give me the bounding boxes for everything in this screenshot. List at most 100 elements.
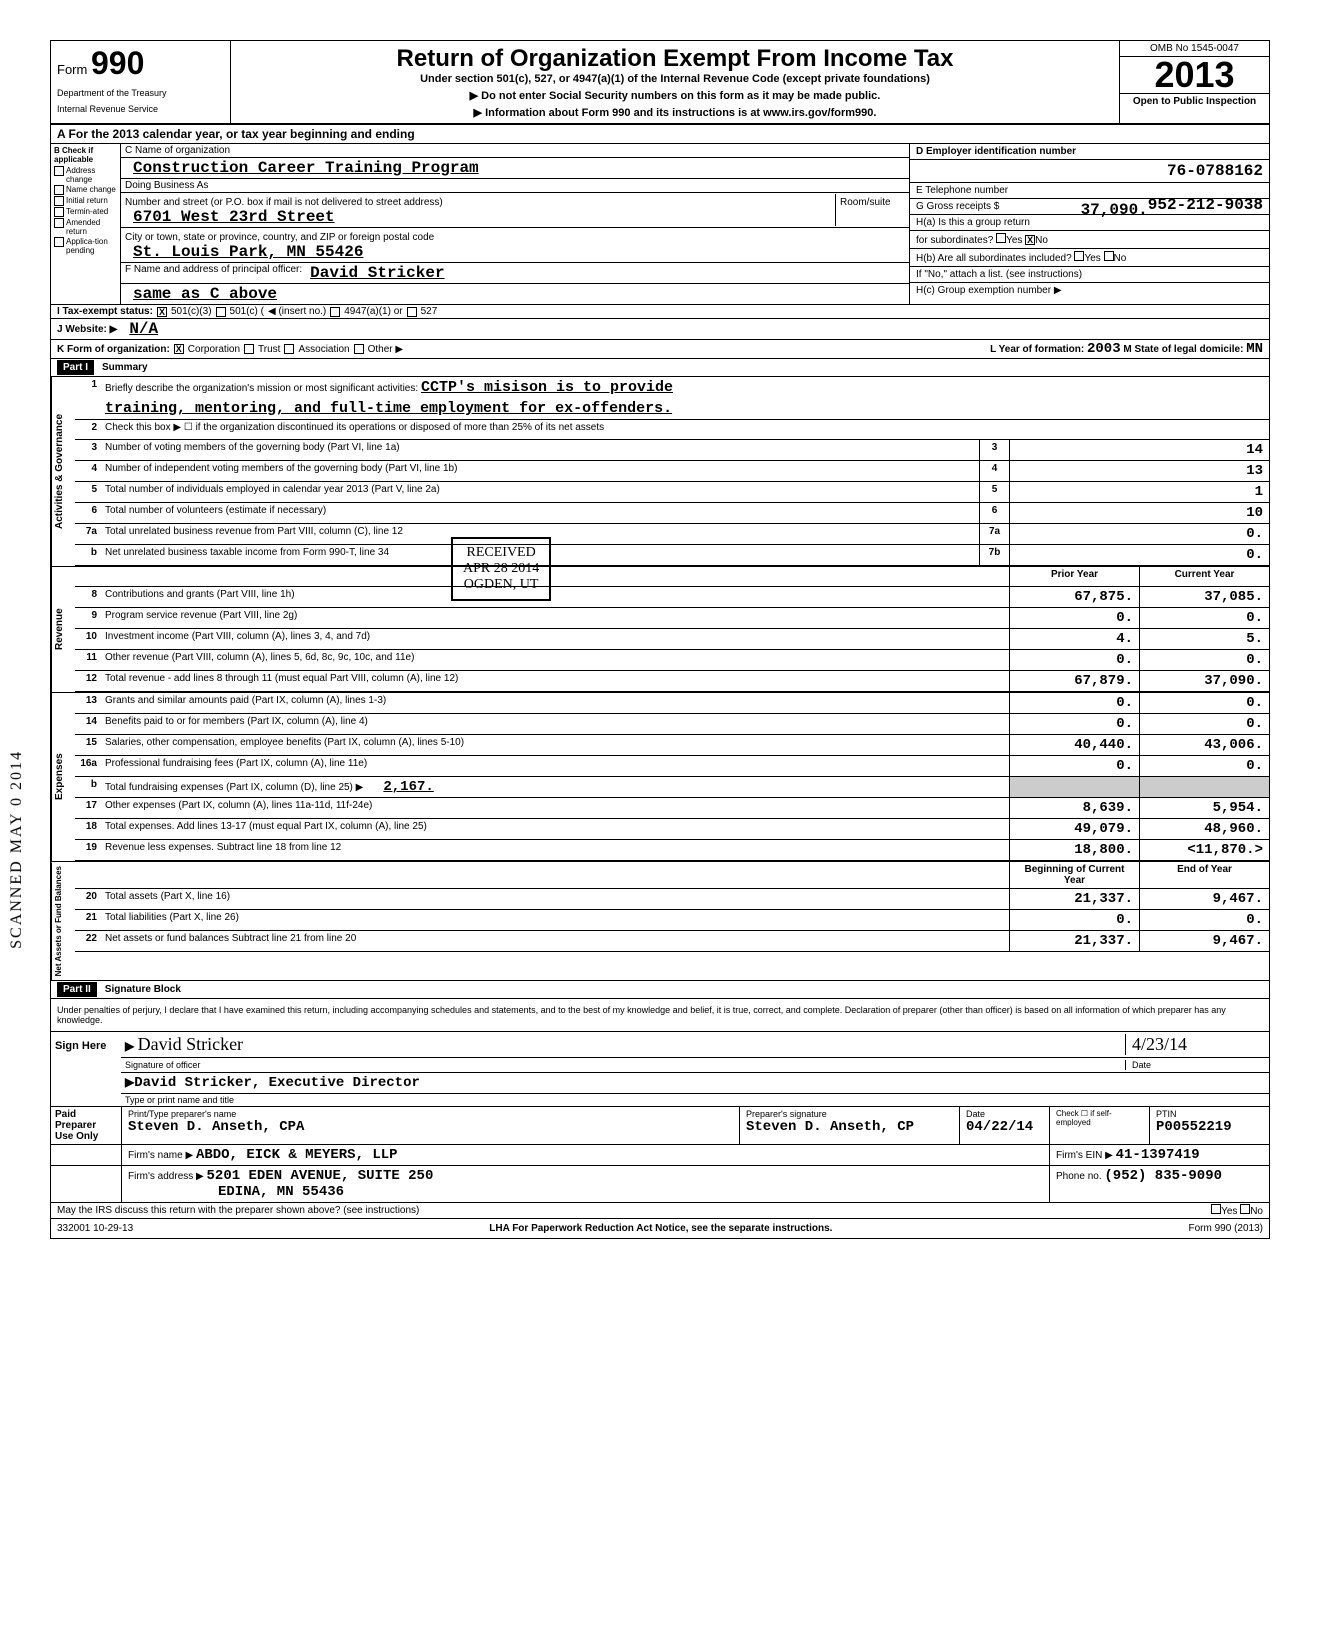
- paid-preparer-label: Paid Preparer Use Only: [51, 1107, 121, 1144]
- part1-header: Part I: [57, 360, 94, 375]
- governance-block: Activities & Governance 1 Briefly descri…: [51, 377, 1269, 567]
- l1-label: Briefly describe the organization's miss…: [105, 383, 418, 394]
- discuss-yes[interactable]: [1211, 1204, 1221, 1214]
- form-title: Return of Organization Exempt From Incom…: [239, 45, 1111, 73]
- h-note: If "No," attach a list. (see instruction…: [910, 267, 1269, 283]
- signature-of-officer-label: Signature of officer: [125, 1060, 1125, 1070]
- city-label: City or town, state or province, country…: [125, 232, 434, 243]
- chk-terminated[interactable]: Termin-ated: [54, 207, 117, 217]
- tab-revenue: Revenue: [51, 567, 75, 692]
- chk-501c3[interactable]: X: [157, 307, 167, 317]
- exp-row-b: b Total fundraising expenses (Part IX, c…: [75, 777, 1269, 798]
- firm-address-1: 5201 EDEN AVENUE, SUITE 250: [207, 1168, 434, 1184]
- irs-label: Internal Revenue Service: [57, 104, 224, 114]
- ha-yes[interactable]: [996, 233, 1006, 243]
- officer-label: F Name and address of principal officer:: [125, 264, 302, 282]
- chk-other[interactable]: [354, 344, 364, 354]
- col-b-checkboxes: B Check if applicable Address change Nam…: [51, 144, 121, 304]
- part1-title: Summary: [102, 362, 148, 373]
- officer-signature: David Stricker: [138, 1034, 243, 1054]
- discuss-row: May the IRS discuss this return with the…: [51, 1203, 1269, 1219]
- ein-value: 76-0788162: [1167, 162, 1263, 180]
- firm-name: ABDO, EICK & MEYERS, LLP: [196, 1147, 398, 1163]
- exp-row-15: 15 Salaries, other compensation, employe…: [75, 735, 1269, 756]
- col-current-year: Current Year: [1139, 567, 1269, 586]
- hc-label: H(c) Group exemption number ▶: [910, 283, 1269, 298]
- chk-527[interactable]: [407, 307, 417, 317]
- chk-trust[interactable]: [244, 344, 254, 354]
- discuss-no[interactable]: [1240, 1204, 1250, 1214]
- net-row-20: 20 Total assets (Part X, line 16) 21,337…: [75, 889, 1269, 910]
- form-990: Form 990 Department of the Treasury Inte…: [50, 40, 1270, 1239]
- header-left: Form 990 Department of the Treasury Inte…: [51, 41, 231, 123]
- rev-row-12: 12 Total revenue - add lines 8 through 1…: [75, 671, 1269, 692]
- gov-row-b: b Net unrelated business taxable income …: [75, 545, 1269, 566]
- rev-row-11: 11 Other revenue (Part VIII, column (A),…: [75, 650, 1269, 671]
- exp-row-19: 19 Revenue less expenses. Subtract line …: [75, 840, 1269, 861]
- officer-name: David Stricker: [310, 264, 444, 282]
- preparer-name: Steven D. Anseth, CPA: [128, 1119, 304, 1135]
- rev-row-8: 8 Contributions and grants (Part VIII, l…: [75, 587, 1269, 608]
- tab-governance: Activities & Governance: [51, 377, 75, 566]
- website-value: N/A: [129, 320, 158, 338]
- chk-501c[interactable]: [216, 307, 226, 317]
- preparer-name-label: Print/Type preparer's name: [128, 1109, 733, 1119]
- line-j: J Website: ▶ N/A: [51, 319, 1269, 340]
- ha-no[interactable]: X: [1025, 235, 1035, 245]
- room-suite-label: Room/suite: [840, 197, 891, 208]
- form-number: 990: [91, 45, 144, 81]
- part2-header-row: Part II Signature Block: [51, 981, 1269, 999]
- expenses-block: Expenses 13 Grants and similar amounts p…: [51, 693, 1269, 862]
- phone-label: E Telephone number: [916, 185, 1008, 196]
- form-label: Form: [57, 62, 87, 77]
- preparer-signature: Steven D. Anseth, CP: [746, 1119, 914, 1135]
- net-row-21: 21 Total liabilities (Part X, line 26) 0…: [75, 910, 1269, 931]
- net-row-22: 22 Net assets or fund balances Subtract …: [75, 931, 1269, 952]
- chk-name-change[interactable]: Name change: [54, 185, 117, 195]
- exp-row-17: 17 Other expenses (Part IX, column (A), …: [75, 798, 1269, 819]
- form-header: Form 990 Department of the Treasury Inte…: [51, 41, 1269, 125]
- scanned-stamp: SCANNED MAY 0 2014: [8, 750, 26, 949]
- open-inspection: Open to Public Inspection: [1120, 93, 1269, 109]
- header-middle: Return of Organization Exempt From Incom…: [231, 41, 1119, 123]
- tab-expenses: Expenses: [51, 693, 75, 861]
- chk-address-change[interactable]: Address change: [54, 166, 117, 184]
- chk-application-pending[interactable]: Applica-tion pending: [54, 237, 117, 255]
- preparer-sig-label: Preparer's signature: [746, 1109, 953, 1119]
- part2-header: Part II: [57, 982, 97, 997]
- directive-ssn: ▶ Do not enter Social Security numbers o…: [239, 89, 1111, 102]
- mission-line2: training, mentoring, and full-time emplo…: [105, 400, 672, 417]
- tab-net-assets: Net Assets or Fund Balances: [51, 862, 75, 980]
- line-a-tax-year: A For the 2013 calendar year, or tax yea…: [51, 125, 1269, 144]
- revenue-block: Revenue Prior Year Current Year 8 Contri…: [51, 567, 1269, 693]
- perjury-declaration: Under penalties of perjury, I declare th…: [51, 999, 1269, 1032]
- chk-amended[interactable]: Amended return: [54, 218, 117, 236]
- chk-corporation[interactable]: X: [174, 344, 184, 354]
- tax-year: 2013: [1120, 57, 1269, 93]
- ptin-value: P00552219: [1156, 1119, 1232, 1135]
- exp-row-14: 14 Benefits paid to or for members (Part…: [75, 714, 1269, 735]
- org-name: Construction Career Training Program: [133, 159, 479, 177]
- paid-preparer-block: Paid Preparer Use Only Print/Type prepar…: [51, 1107, 1269, 1203]
- chk-initial-return[interactable]: Initial return: [54, 196, 117, 206]
- hb-label: H(b) Are all subordinates included?: [916, 253, 1072, 264]
- hb-no[interactable]: [1104, 251, 1114, 261]
- officer-printed-name: David Stricker, Executive Director: [134, 1075, 420, 1091]
- gov-row-5: 5 Total number of individuals employed i…: [75, 482, 1269, 503]
- hb-yes[interactable]: [1074, 251, 1084, 261]
- self-employed-check[interactable]: Check ☐ if self-employed: [1049, 1107, 1149, 1144]
- col-b-header: B Check if applicable: [54, 146, 117, 164]
- gov-row-3: 3 Number of voting members of the govern…: [75, 440, 1269, 461]
- exp-row-18: 18 Total expenses. Add lines 13-17 (must…: [75, 819, 1269, 840]
- chk-association[interactable]: [284, 344, 294, 354]
- exp-row-16a: 16a Professional fundraising fees (Part …: [75, 756, 1269, 777]
- sign-here-block: Sign Here ▶ David Stricker 4/23/14 Signa…: [51, 1032, 1269, 1107]
- identity-block: B Check if applicable Address change Nam…: [51, 144, 1269, 305]
- date-label: Date: [1125, 1060, 1265, 1070]
- addr-label: Number and street (or P.O. box if mail i…: [125, 197, 443, 208]
- chk-4947[interactable]: [330, 307, 340, 317]
- l2-discontinued: Check this box ▶ ☐ if the organization d…: [101, 420, 1269, 439]
- signature-date: 4/23/14: [1132, 1034, 1187, 1054]
- gov-row-7a: 7a Total unrelated business revenue from…: [75, 524, 1269, 545]
- footer-form: Form 990 (2013): [1189, 1223, 1263, 1234]
